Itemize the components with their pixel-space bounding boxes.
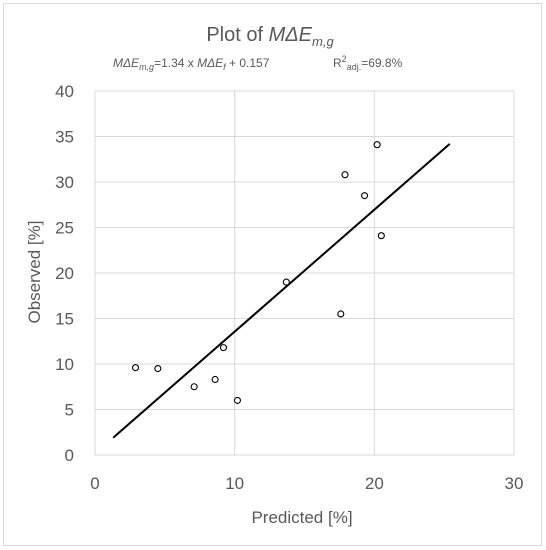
data-point bbox=[154, 364, 162, 373]
data-point bbox=[190, 383, 198, 391]
data-points bbox=[131, 141, 385, 404]
data-point bbox=[377, 232, 385, 240]
regression-equation: MΔEm,g=1.34 x MΔEf + 0.157 bbox=[113, 56, 270, 72]
grid-lines bbox=[94, 90, 515, 456]
data-point bbox=[373, 141, 381, 149]
data-point bbox=[211, 375, 219, 384]
y-tick-label: 15 bbox=[55, 310, 74, 329]
y-tick-label: 5 bbox=[65, 401, 74, 420]
y-axis-title: Observed [%] bbox=[25, 221, 44, 324]
x-tick-label: 10 bbox=[225, 474, 244, 493]
x-axis-title: Predicted [%] bbox=[251, 508, 352, 527]
data-point bbox=[282, 278, 290, 286]
y-tick-label: 20 bbox=[55, 264, 74, 283]
data-point bbox=[219, 344, 228, 352]
y-tick-label: 0 bbox=[65, 446, 74, 465]
r-squared-label: R2adj.=69.8% bbox=[333, 54, 403, 72]
chart-title: Plot of MΔEm,g bbox=[206, 24, 334, 49]
data-point bbox=[131, 364, 140, 372]
y-tick-labels: 0 5 10 15 20 25 30 35 40 bbox=[55, 82, 74, 465]
data-point bbox=[361, 192, 369, 200]
y-tick-label: 10 bbox=[55, 355, 74, 374]
fit-line bbox=[112, 143, 451, 439]
x-tick-label: 20 bbox=[365, 474, 384, 493]
data-point bbox=[233, 396, 242, 404]
x-tick-labels: 0 10 20 30 bbox=[90, 474, 523, 493]
y-tick-label: 35 bbox=[55, 128, 74, 147]
data-point bbox=[341, 171, 349, 179]
x-tick-label: 30 bbox=[505, 474, 524, 493]
data-point bbox=[337, 310, 345, 318]
x-tick-label: 0 bbox=[90, 474, 99, 493]
y-tick-label: 30 bbox=[55, 173, 74, 192]
y-tick-label: 25 bbox=[55, 219, 74, 238]
y-tick-label: 40 bbox=[55, 82, 74, 101]
